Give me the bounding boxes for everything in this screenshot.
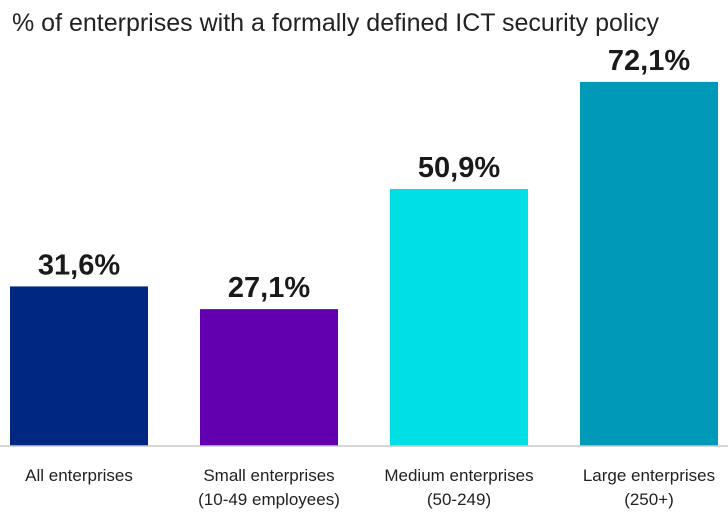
bars-group (10, 81, 718, 447)
bar-3 (390, 188, 528, 446)
category-label-1-line-1: All enterprises (25, 466, 133, 485)
category-label-2-line-2: (10-49 employees) (198, 490, 340, 509)
category-label-2-line-1: Small enterprises (203, 466, 334, 485)
bar-2 (200, 309, 338, 446)
category-label-4-line-2: (250+) (624, 490, 674, 509)
category-label-3-line-2: (50-249) (427, 490, 491, 509)
bar-4 (580, 81, 718, 447)
bar-value-label-1: 31,6% (38, 249, 120, 281)
chart-title: % of enterprises with a formally defined… (12, 9, 660, 37)
value-labels-group: 31,6% 27,1% 50,9% 72,1% (38, 45, 690, 304)
bar-value-label-4: 72,1% (608, 45, 690, 77)
bar-value-label-2: 27,1% (228, 272, 310, 304)
category-labels-group: All enterprises Small enterprises (10-49 e… (25, 466, 715, 509)
category-label-3-line-1: Medium enterprises (384, 466, 533, 485)
category-label-4-line-1: Large enterprises (583, 466, 715, 485)
bar-value-label-3: 50,9% (418, 152, 500, 184)
bar-1 (10, 286, 148, 446)
